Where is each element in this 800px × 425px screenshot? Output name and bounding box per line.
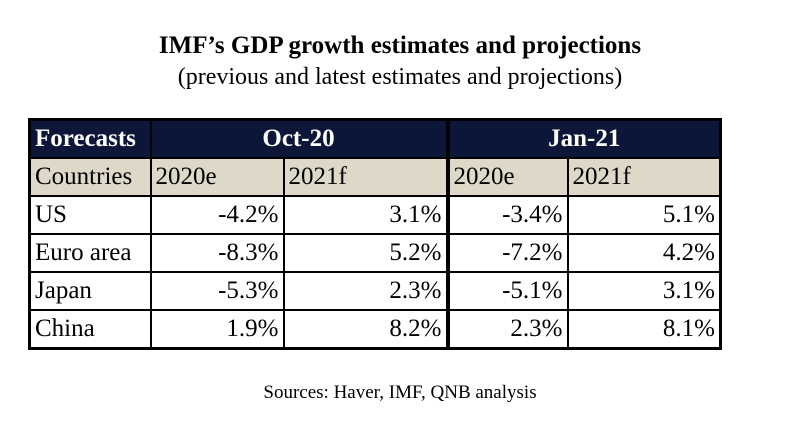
value-cell: -4.2% <box>149 195 285 235</box>
value-cell: -5.1% <box>445 271 569 311</box>
group-header: Oct-20 <box>149 118 449 159</box>
value-cell: 8.1% <box>566 309 722 350</box>
value-cell: 4.2% <box>566 233 722 273</box>
source-note: Sources: Haver, IMF, QNB analysis <box>263 382 537 403</box>
page-subtitle: (previous and latest estimates and proje… <box>177 64 623 90</box>
value-cell: 2.3% <box>282 271 449 311</box>
group-header: Jan-21 <box>445 118 722 159</box>
value-cell: 8.2% <box>282 309 449 350</box>
column-header: 2020e <box>149 157 285 197</box>
value-cell: 3.1% <box>566 271 722 311</box>
value-cell: 3.1% <box>282 195 449 235</box>
corner-header: Forecasts <box>28 118 152 159</box>
forecast-table: Forecasts Oct-20 Jan-21 Countries 2020e … <box>28 118 722 350</box>
subheader-row: Countries 2020e 2021f 2020e 2021f <box>28 157 722 197</box>
column-header: 2021f <box>566 157 722 197</box>
country-cell: US <box>28 195 152 235</box>
column-header: 2021f <box>282 157 449 197</box>
table-row: US -4.2% 3.1% -3.4% 5.1% <box>28 195 722 235</box>
value-cell: -3.4% <box>445 195 569 235</box>
value-cell: 5.1% <box>566 195 722 235</box>
value-cell: 5.2% <box>282 233 449 273</box>
value-cell: 1.9% <box>149 309 285 350</box>
column-header: 2020e <box>445 157 569 197</box>
page-title: IMF’s GDP growth estimates and projectio… <box>158 32 642 59</box>
country-cell: Euro area <box>28 233 152 273</box>
value-cell: -7.2% <box>445 233 569 273</box>
value-cell: -8.3% <box>149 233 285 273</box>
row-header-label: Countries <box>28 157 152 197</box>
value-cell: -5.3% <box>149 271 285 311</box>
country-cell: Japan <box>28 271 152 311</box>
value-cell: 2.3% <box>445 309 569 350</box>
country-cell: China <box>28 309 152 350</box>
group-header-row: Forecasts Oct-20 Jan-21 <box>28 118 722 159</box>
table-row: Euro area -8.3% 5.2% -7.2% 4.2% <box>28 233 722 273</box>
table-row: Japan -5.3% 2.3% -5.1% 3.1% <box>28 271 722 311</box>
table-row: China 1.9% 8.2% 2.3% 8.1% <box>28 309 722 350</box>
